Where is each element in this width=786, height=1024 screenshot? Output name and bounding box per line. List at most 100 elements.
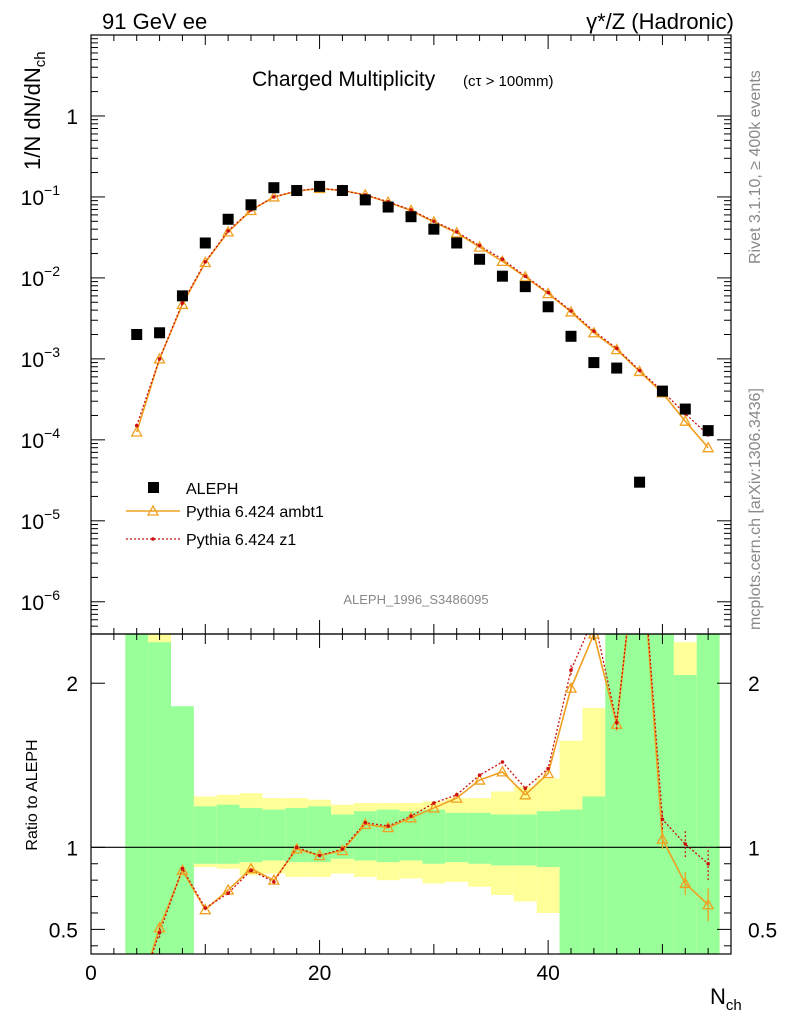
point-aleph	[679, 403, 691, 415]
point-ambt1	[176, 298, 189, 310]
band-inner	[239, 807, 263, 863]
point-aleph	[474, 253, 486, 265]
ratio-point-z1	[569, 668, 573, 672]
band-inner	[171, 706, 194, 954]
main-y-tick-label: 10−4	[21, 425, 61, 453]
point-z1	[226, 229, 230, 233]
ratio-point-z1	[546, 766, 550, 771]
main-data-layer	[130, 180, 715, 488]
band-inner	[399, 811, 423, 861]
band-inner	[262, 809, 286, 861]
point-ambt1	[267, 190, 280, 202]
band-inner	[468, 812, 491, 864]
band-inner	[308, 806, 331, 863]
ratio-y-tick-label: 2	[748, 673, 760, 696]
main-y-axis-label: 1/N dN/dNch	[20, 51, 49, 170]
ratio-point-ambt1	[382, 821, 395, 833]
ratio-point-ambt1	[496, 765, 509, 777]
point-aleph	[656, 385, 668, 397]
point-z1	[134, 423, 139, 428]
band-inner	[148, 642, 171, 954]
point-ambt1	[473, 240, 486, 252]
point-z1	[637, 368, 642, 373]
ratio-point-ambt1	[132, 996, 142, 1005]
point-ambt1	[610, 343, 623, 355]
ratio-point-ambt1	[336, 844, 349, 856]
ratio-point-z1	[180, 866, 185, 871]
ratio-y-tick-label: 1	[66, 837, 78, 860]
point-z1	[409, 208, 413, 212]
point-ambt1	[633, 365, 646, 377]
ratio-point-ambt1	[290, 842, 303, 854]
point-aleph	[268, 182, 280, 194]
point-z1	[523, 274, 528, 278]
ratio-point-z1	[523, 786, 528, 791]
ratio-point-z1	[683, 842, 688, 846]
main-y-tick-label: 10−2	[21, 263, 61, 291]
ratio-y-tick-label: 0.5	[49, 919, 78, 942]
point-z1	[592, 329, 596, 333]
plot-title: Charged Multiplicity	[252, 68, 436, 91]
ratio-point-ambt1	[656, 832, 669, 844]
point-z1	[614, 346, 619, 351]
ratio-point-z1	[157, 930, 162, 935]
ratio-point-z1	[203, 906, 208, 910]
ratio-point-z1	[272, 879, 276, 884]
ratio-line-z1	[151, 634, 709, 954]
ratio-point-ambt1	[542, 767, 555, 779]
ratio-point-ambt1	[359, 818, 372, 830]
point-z1	[500, 257, 505, 262]
point-aleph	[199, 237, 211, 249]
plot-title-cut: (cτ > 100mm)	[463, 73, 554, 90]
x-tick-label: 20	[308, 962, 331, 985]
point-ambt1	[199, 256, 212, 268]
main-y-tick-label: 1	[66, 106, 78, 129]
main-y-tick-label: 10−1	[21, 182, 61, 210]
point-aleph	[176, 290, 188, 302]
point-aleph	[428, 223, 440, 235]
point-aleph	[611, 362, 623, 374]
band-inner	[445, 812, 469, 863]
band-inner	[582, 796, 606, 954]
band-inner	[673, 675, 697, 954]
mcplots-reference-text: mcplots.cern.ch [arXiv:1306.3436]	[747, 388, 764, 630]
point-z1	[454, 230, 459, 234]
ratio-point-ambt1	[267, 873, 280, 885]
point-z1	[432, 219, 436, 224]
ratio-point-ambt1	[702, 898, 715, 910]
main-y-tick-label: 10−3	[21, 344, 61, 372]
point-ambt1	[153, 352, 166, 364]
ratio-point-z1	[592, 616, 596, 620]
ratio-point-ambt1	[313, 849, 326, 861]
series-line-z1	[136, 187, 709, 436]
legend-marker-aleph	[148, 482, 159, 493]
point-ambt1	[679, 414, 692, 426]
ratio-point-z1	[706, 861, 710, 866]
main-y-tick-label: 10−6	[21, 587, 61, 615]
band-inner	[696, 634, 720, 954]
x-tick-label: 0	[85, 962, 97, 985]
ratio-point-ambt1	[199, 903, 212, 915]
point-aleph	[451, 237, 463, 249]
legend-label-z1: Pythia 6.424 z1	[186, 532, 296, 549]
point-z1	[569, 309, 573, 313]
legend-label-ambt1: Pythia 6.424 ambt1	[186, 504, 324, 521]
ratio-point-z1	[432, 801, 436, 805]
ratio-point-z1	[454, 793, 459, 797]
ratio-point-z1	[294, 845, 299, 850]
band-inner	[422, 809, 446, 864]
point-z1	[157, 357, 162, 361]
ratio-y-axis-label: Ratio to ALEPH	[24, 739, 41, 850]
point-ambt1	[496, 255, 509, 267]
point-aleph	[496, 270, 508, 282]
series-line-ambt1	[135, 187, 709, 449]
ratio-uncertainty-bands	[91, 634, 731, 954]
point-aleph	[565, 330, 577, 342]
ratio-point-ambt1	[519, 788, 532, 800]
ratio-point-ambt1	[244, 862, 258, 874]
header-left: 91 GeV ee	[102, 9, 207, 34]
point-ambt1	[702, 441, 715, 453]
band-inner	[216, 804, 240, 864]
ratio-point-ambt1	[564, 681, 578, 693]
